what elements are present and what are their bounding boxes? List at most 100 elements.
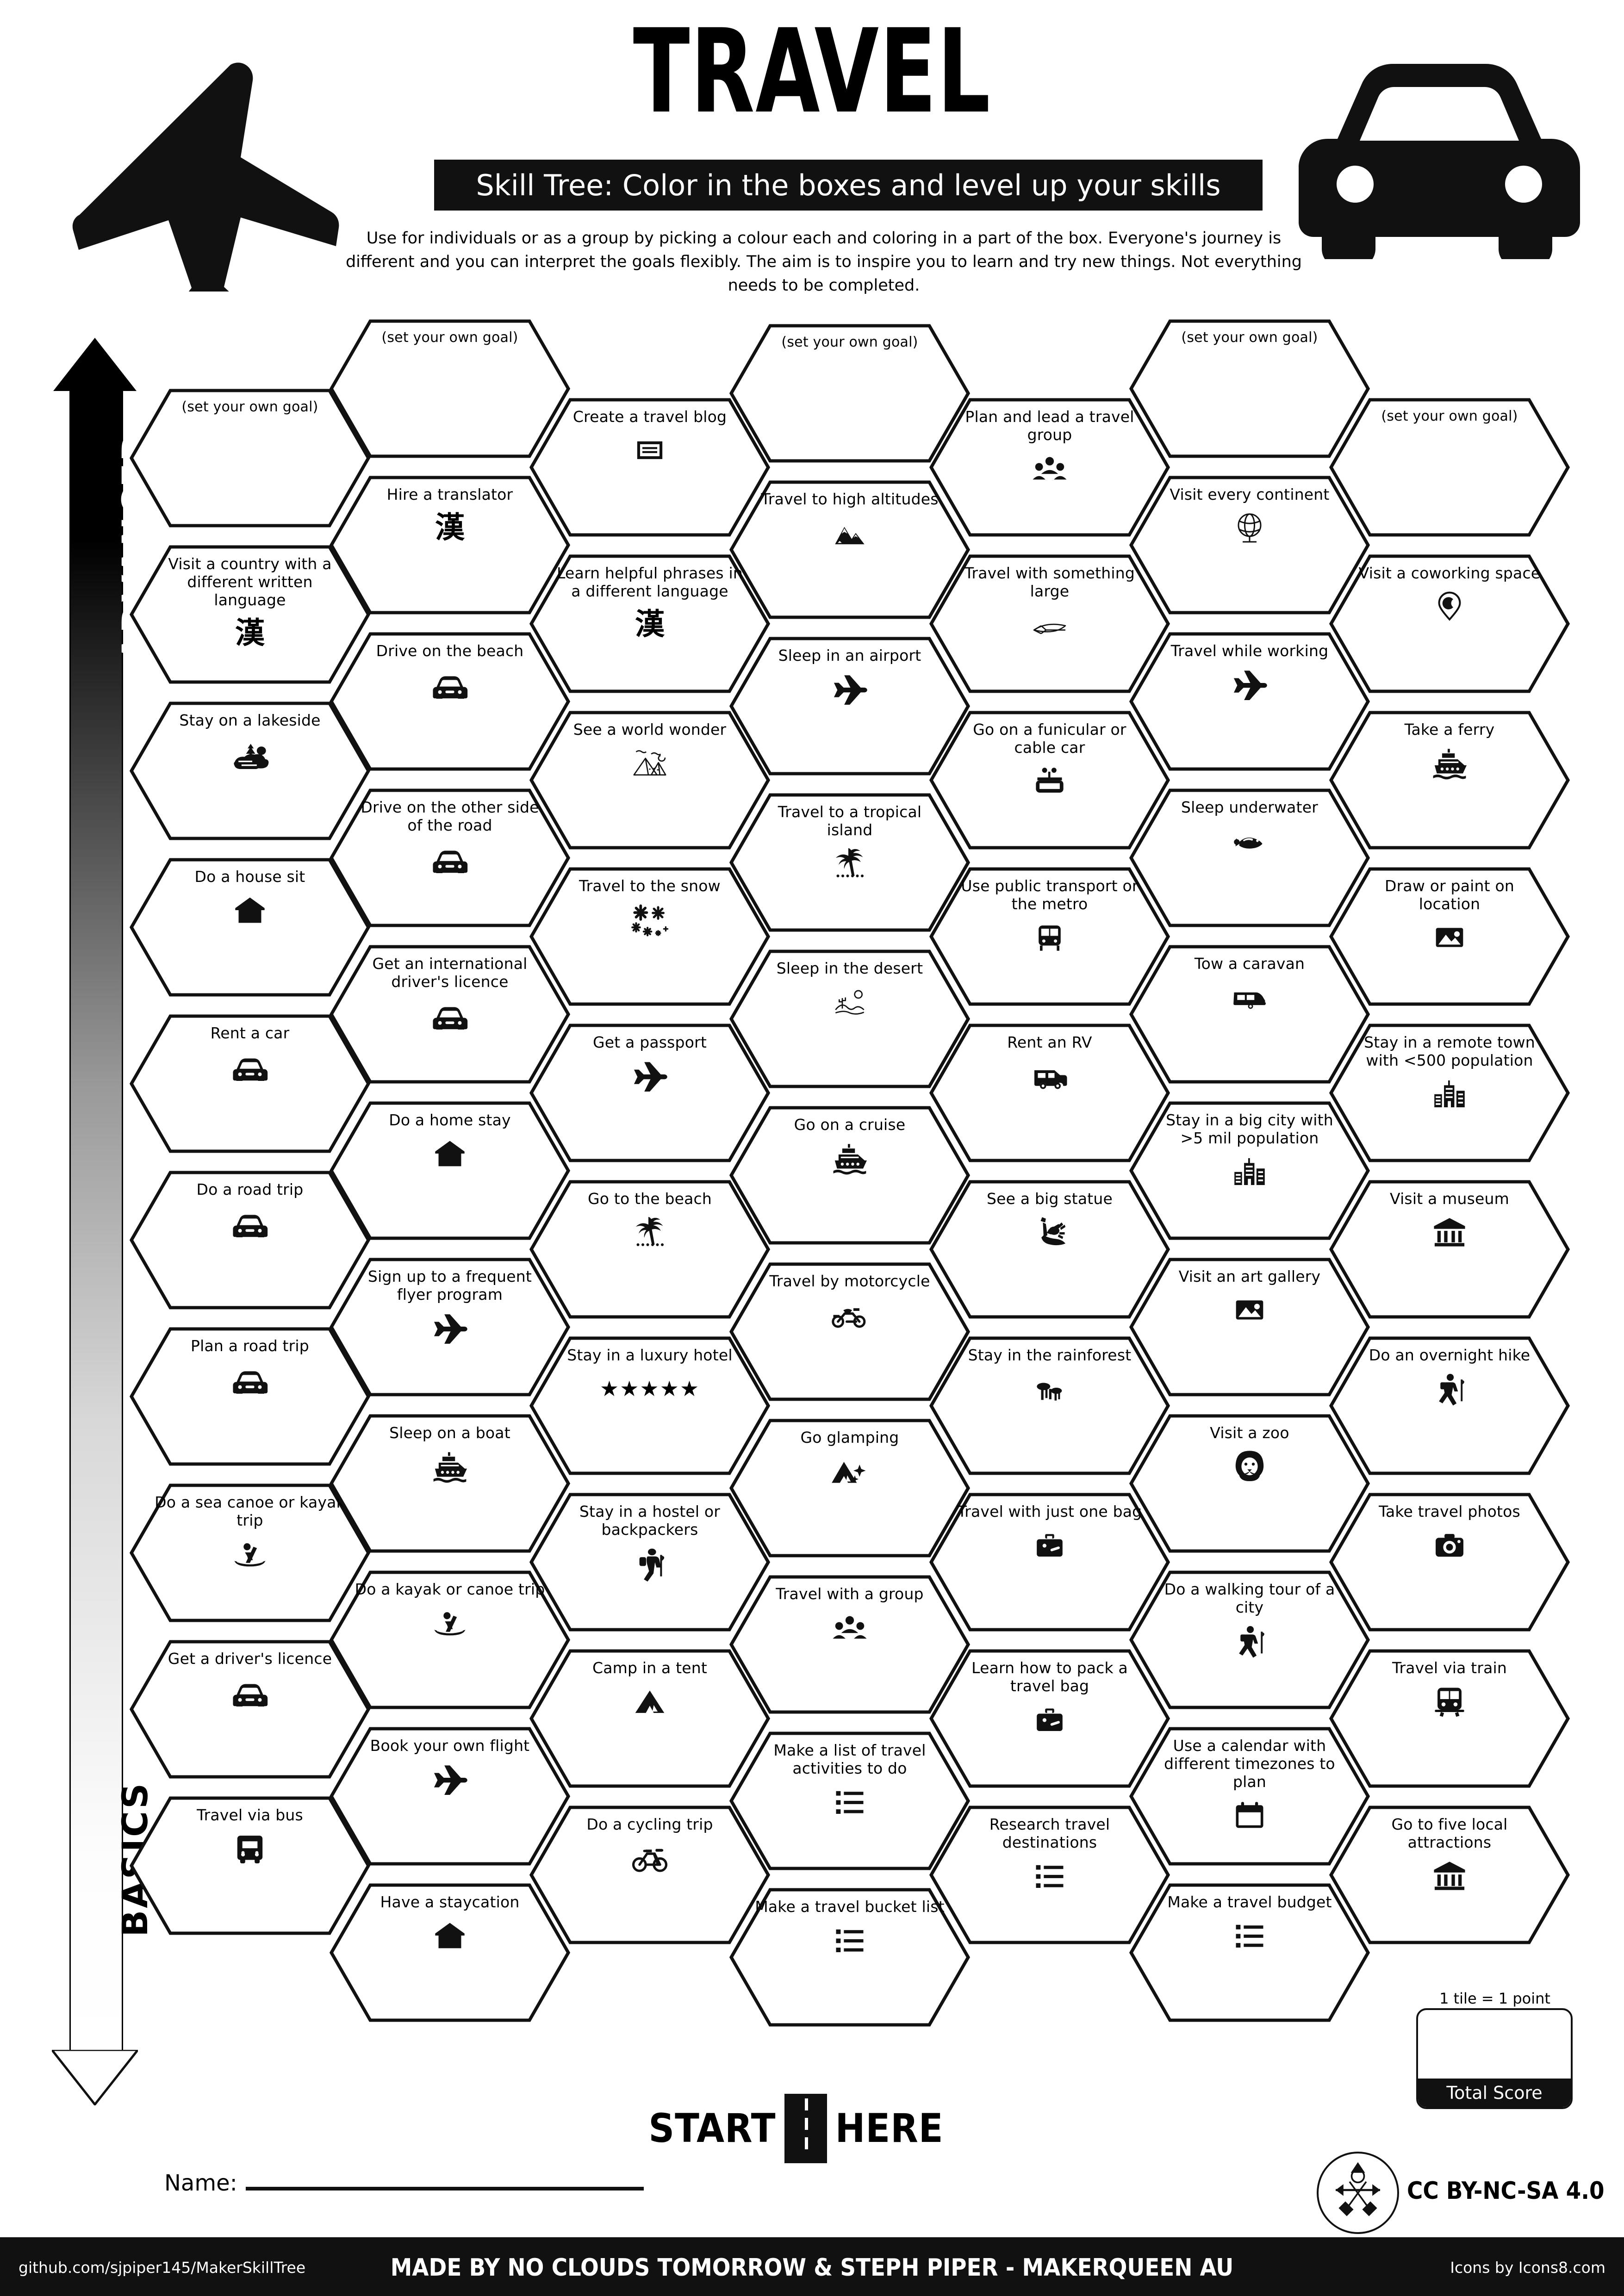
skill-tile-label: Camp in a tent: [592, 1659, 708, 1677]
skill-tile[interactable]: Camp in a tent: [529, 1649, 770, 1788]
skill-tile[interactable]: Make a travel budget: [1129, 1883, 1370, 2022]
subtitle-text: Skill Tree: Color in the boxes and level…: [476, 168, 1221, 202]
skill-tile-label: Book your own flight: [370, 1737, 530, 1755]
skill-tile[interactable]: Go on a funicular or cable car: [929, 711, 1170, 850]
skill-tile-label: Sleep in the desert: [776, 959, 923, 977]
skill-tile[interactable]: Travel to high altitudes: [729, 480, 970, 619]
skill-tile[interactable]: See a world wonder: [529, 711, 770, 850]
skill-tile[interactable]: Drive on the beach: [330, 632, 570, 771]
walker-icon: [1232, 1620, 1267, 1662]
skill-tile[interactable]: Do a kayak or canoe trip: [330, 1570, 570, 1709]
skill-tile[interactable]: (set your own goal): [330, 319, 570, 458]
skill-tile[interactable]: Make a list of travel activities to do: [729, 1731, 970, 1870]
skill-tile[interactable]: Make a travel bucket list: [729, 1888, 970, 2027]
skill-tile[interactable]: Get a driver's licence: [130, 1640, 370, 1779]
skill-tile[interactable]: Rent an RV: [929, 1024, 1170, 1162]
skill-tile[interactable]: Stay in a hostel or backpackers: [529, 1493, 770, 1632]
skill-tile[interactable]: Stay on a lakeside: [130, 701, 370, 840]
glamping-icon: [828, 1450, 871, 1492]
plane-icon: [1229, 663, 1270, 706]
skill-tile[interactable]: Do a cycling trip: [529, 1806, 770, 1944]
skill-tile[interactable]: Get a passport: [529, 1024, 770, 1162]
skill-tile[interactable]: Drive on the other side of the road: [330, 788, 570, 927]
skill-tile[interactable]: Do a house sit: [130, 858, 370, 997]
skill-tile[interactable]: Do a home stay: [330, 1101, 570, 1240]
skill-tile[interactable]: Sleep on a boat: [330, 1414, 570, 1553]
skill-tile[interactable]: Travel via train: [1329, 1649, 1570, 1788]
skill-tile[interactable]: Travel with just one bag: [929, 1493, 1170, 1632]
car-icon: [230, 1202, 270, 1244]
skill-tile[interactable]: Get an international driver's licence: [330, 945, 570, 1084]
backpacker-icon: [631, 1542, 668, 1584]
name-input-line[interactable]: [245, 2187, 644, 2191]
skill-tile[interactable]: Stay in a luxury hotel ★★★★★: [529, 1336, 770, 1475]
name-label: Name:: [164, 2170, 237, 2196]
skill-tile[interactable]: Do a sea canoe or kayak trip: [130, 1483, 370, 1622]
skill-tile[interactable]: Visit a country with a different written…: [130, 545, 370, 684]
skill-tile[interactable]: Plan a road trip: [130, 1327, 370, 1466]
skill-tile[interactable]: Learn helpful phrases in a different lan…: [529, 554, 770, 693]
skill-tile[interactable]: Take travel photos: [1329, 1493, 1570, 1632]
pin-icon: [1434, 585, 1465, 628]
snow-icon: [627, 898, 672, 941]
skill-tile[interactable]: Go to five local attractions: [1329, 1806, 1570, 1944]
museum-icon: [1431, 1211, 1468, 1253]
skill-tile-label: Get an international driver's licence: [372, 955, 528, 991]
skill-tile-label: Stay in the rainforest: [968, 1346, 1132, 1364]
skill-tile[interactable]: Sleep in an airport: [729, 637, 970, 776]
name-field-group[interactable]: Name:: [164, 2170, 644, 2196]
skill-tile[interactable]: Use public transport or the metro: [929, 867, 1170, 1006]
skill-tile[interactable]: Do a road trip: [130, 1171, 370, 1309]
skill-tile[interactable]: Do an overnight hike: [1329, 1336, 1570, 1475]
skill-tile-label: Drive on the other side of the road: [361, 798, 539, 834]
skill-tile[interactable]: Learn how to pack a travel bag: [929, 1649, 1170, 1788]
skill-tile[interactable]: Visit a museum: [1329, 1180, 1570, 1319]
skill-tile[interactable]: Visit a zoo: [1129, 1414, 1370, 1553]
skill-tile-label: Sleep underwater: [1181, 798, 1319, 816]
skill-tile[interactable]: Plan and lead a travel group: [929, 398, 1170, 537]
skill-tile[interactable]: (set your own goal): [1329, 398, 1570, 537]
skill-tile[interactable]: Book your own flight: [330, 1727, 570, 1866]
skill-tile-label: Hire a translator: [386, 485, 513, 503]
footer-repo-link[interactable]: github.com/sjpiper145/MakerSkillTree: [19, 2259, 306, 2277]
skill-tile[interactable]: (set your own goal): [130, 389, 370, 527]
skill-tile[interactable]: Use a calendar with different timezones …: [1129, 1727, 1370, 1866]
skill-tile[interactable]: Sleep underwater: [1129, 788, 1370, 927]
skill-tile[interactable]: Sleep in the desert: [729, 949, 970, 1088]
skill-tile[interactable]: Travel with a group: [729, 1575, 970, 1714]
skill-tile[interactable]: Draw or paint on location: [1329, 867, 1570, 1006]
skill-tile[interactable]: Do a walking tour of a city: [1129, 1570, 1370, 1709]
skill-tile[interactable]: Travel via bus: [130, 1796, 370, 1935]
skill-tile[interactable]: Have a staycation: [330, 1883, 570, 2022]
skill-tile[interactable]: Travel to a tropical island: [729, 793, 970, 932]
skill-tile[interactable]: Research travel destinations: [929, 1806, 1170, 1944]
skill-tile[interactable]: Travel to the snow: [529, 867, 770, 1006]
skill-tile[interactable]: Travel by motorcycle: [729, 1262, 970, 1401]
skill-tile[interactable]: Rent a car: [130, 1014, 370, 1153]
skill-tile[interactable]: Go glamping: [729, 1419, 970, 1558]
skill-tile[interactable]: Go to the beach: [529, 1180, 770, 1319]
skill-tile[interactable]: Create a travel blog: [529, 398, 770, 537]
skill-tile-label: Do a cycling trip: [586, 1815, 713, 1833]
skill-tile[interactable]: Take a ferry: [1329, 711, 1570, 850]
skill-tile[interactable]: Visit an art gallery: [1129, 1258, 1370, 1396]
total-score-widget[interactable]: Total Score: [1416, 2008, 1573, 2109]
skill-tile[interactable]: Visit every continent: [1129, 476, 1370, 614]
skill-tile[interactable]: Sign up to a frequent flyer program: [330, 1258, 570, 1396]
skill-tile[interactable]: Tow a caravan: [1129, 945, 1370, 1084]
skill-tile-label: Travel to a tropical island: [778, 803, 922, 839]
skill-tile[interactable]: Visit a coworking space: [1329, 554, 1570, 693]
skill-tile[interactable]: Stay in a big city with >5 mil populatio…: [1129, 1101, 1370, 1240]
skill-tile[interactable]: Stay in the rainforest: [929, 1336, 1170, 1475]
skill-tile[interactable]: Travel while working: [1129, 632, 1370, 771]
skill-tile[interactable]: Hire a translator 漢: [330, 476, 570, 614]
skill-tile-label: (set your own goal): [181, 399, 318, 415]
skill-tile-label: Rent a car: [210, 1024, 290, 1042]
skill-tile[interactable]: Travel with something large: [929, 554, 1170, 693]
skill-tile[interactable]: (set your own goal): [1129, 319, 1370, 458]
skill-tile[interactable]: Stay in a remote town with <500 populati…: [1329, 1024, 1570, 1162]
score-input-box[interactable]: Total Score: [1416, 2008, 1573, 2109]
skill-tile[interactable]: Go on a cruise: [729, 1106, 970, 1245]
skill-tile[interactable]: See a big statue: [929, 1180, 1170, 1319]
skill-tile[interactable]: (set your own goal): [729, 324, 970, 463]
